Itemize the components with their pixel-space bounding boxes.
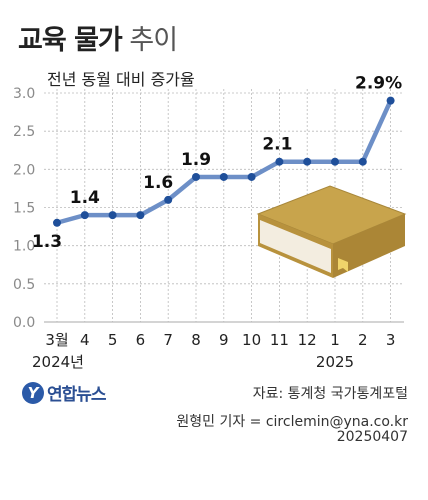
publisher-logo: Y 연합뉴스 (22, 380, 107, 405)
y-tick-label: 0.5 (13, 277, 35, 293)
logo-mark-icon: Y (22, 381, 44, 404)
x-tick-label: 1 (330, 331, 340, 349)
year-label: 2025 (316, 353, 354, 371)
data-label: 1.3 (32, 232, 62, 252)
data-label: 2.9% (355, 74, 402, 94)
book-drawing (256, 185, 407, 278)
book-spine (333, 214, 405, 278)
data-point (53, 218, 61, 227)
y-tick-label: 0.0 (13, 315, 35, 331)
chart-title: 교육 물가 추이 (18, 18, 178, 57)
x-tick-label: 11 (270, 331, 289, 349)
data-point (219, 172, 228, 181)
data-point (386, 96, 395, 105)
chart-title-bold: 교육 물가 (18, 25, 123, 56)
data-label: 1.9 (181, 150, 211, 170)
data-point (164, 195, 173, 204)
x-tick-label: 6 (136, 331, 146, 349)
x-tick-label: 4 (80, 331, 90, 349)
book-icon (256, 185, 407, 278)
y-tick-label: 1.5 (13, 201, 35, 217)
y-tick-label: 1.0 (13, 239, 35, 255)
data-point (331, 157, 339, 166)
logo-text: 연합뉴스 (47, 385, 107, 405)
data-point (108, 211, 117, 220)
date-text: 20250407 (336, 429, 408, 445)
data-label: 1.4 (70, 188, 100, 208)
data-point (275, 157, 284, 166)
year-label: 2024년 (32, 353, 84, 371)
x-tick-label: 5 (108, 331, 118, 349)
label-layer: 0.0 0.5 1.0 1.5 2.0 2.5 3.0 1.3 1.4 1.6 1.9 2.1 2.9%… (13, 74, 402, 371)
x-tick-label: 9 (219, 331, 229, 349)
book-pages (260, 220, 331, 273)
data-point (80, 211, 89, 220)
data-point (136, 211, 145, 220)
x-tick-label: 12 (298, 331, 317, 349)
data-point (358, 157, 367, 166)
chart-subtitle: 전년 동월 대비 증가율 (47, 70, 195, 89)
line-chart: 0.0 0.5 1.0 1.5 2.0 2.5 3.0 1.3 1.4 1.6 1.9 2.1 2.9%… (13, 74, 407, 371)
credit-text: 원형민 기자 = circlemin@yna.co.kr (176, 414, 408, 430)
data-point (303, 157, 312, 166)
data-point (192, 172, 200, 181)
x-tick-label: 10 (242, 331, 261, 349)
data-label: 1.6 (143, 173, 173, 193)
x-tick-label: 8 (191, 331, 201, 349)
x-tick-label: 3월 (45, 331, 68, 349)
source-text: 자료: 통계청 국가통계포털 (252, 386, 408, 402)
bookmark-ribbon (338, 258, 348, 272)
chart-title-light: 추이 (129, 25, 178, 56)
x-tick-label: 7 (163, 331, 173, 349)
data-label: 2.1 (262, 135, 292, 155)
series-layer (53, 96, 395, 227)
x-tick-label: 3 (386, 331, 396, 349)
data-point (247, 172, 256, 181)
y-tick-label: 2.5 (13, 124, 35, 140)
x-tick-label: 2 (358, 331, 368, 349)
y-tick-label: 2.0 (13, 162, 35, 178)
y-tick-label: 3.0 (13, 86, 35, 102)
